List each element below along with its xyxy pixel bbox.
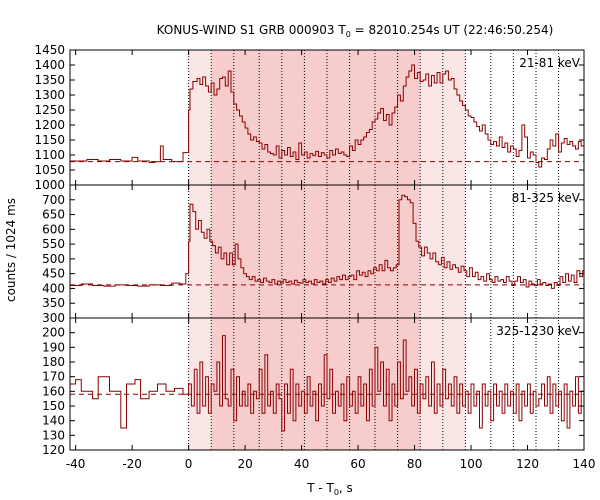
shaded-interval-1	[211, 50, 421, 450]
panel-2-y-tick-label-5: 170	[42, 370, 65, 384]
panel-0-y-tick-label-5: 1250	[34, 103, 65, 117]
x-tick-label-1: -20	[122, 457, 142, 471]
panel-2-light-curve	[70, 335, 584, 432]
panel-2-energy-label: 325-1230 keV	[496, 324, 580, 338]
panel-1-y-tick-label-3: 450	[42, 267, 65, 281]
panel-2-y-tick-label-0: 120	[42, 443, 65, 457]
chart-title-rest: = 82010.254s UT (22:46:50.254)	[351, 23, 554, 37]
x-axis-label-main: T - T	[306, 481, 334, 495]
x-tick-label-9: 140	[573, 457, 596, 471]
panel-2-y-tick-label-3: 150	[42, 399, 65, 413]
x-tick-label-0: -40	[66, 457, 86, 471]
panel-1-y-tick-label-4: 500	[42, 252, 65, 266]
panel-1-y-tick-label-2: 400	[42, 281, 65, 295]
panel-1-y-tick-label-0: 300	[42, 311, 65, 325]
panel-2-y-tick-label-7: 190	[42, 340, 65, 354]
chart-title-subscript: 0	[346, 30, 351, 39]
panel-1-light-curve	[70, 194, 584, 289]
x-tick-label-6: 80	[407, 457, 422, 471]
panel-1-y-tick-label-1: 350	[42, 296, 65, 310]
panel-0-y-tick-label-6: 1300	[34, 88, 65, 102]
panel-2-y-tick-label-1: 130	[42, 428, 65, 442]
chart-title: KONUS-WIND S1 GRB 000903 T0 = 82010.254s…	[157, 23, 554, 39]
panel-2-y-tick-label-2: 140	[42, 414, 65, 428]
panel-1-y-tick-label-8: 700	[42, 193, 65, 207]
panel-0-y-tick-label-7: 1350	[34, 73, 65, 87]
panel-2-frame	[69, 317, 585, 451]
panel-1-y-tick-label-5: 550	[42, 237, 65, 251]
x-axis-label: T - T0, s	[306, 481, 353, 497]
panel-2-y-tick-label-4: 160	[42, 384, 65, 398]
x-axis-label-subscript: 0	[334, 488, 339, 497]
plot-layer: 1000105011001150120012501300135014001450…	[34, 43, 595, 471]
x-tick-label-3: 20	[237, 457, 252, 471]
panel-0-light-curve	[70, 64, 584, 168]
panel-0-y-tick-label-3: 1150	[34, 133, 65, 147]
x-tick-label-8: 120	[516, 457, 539, 471]
x-tick-label-5: 60	[350, 457, 365, 471]
panel-0-y-tick-label-8: 1400	[34, 58, 65, 72]
panel-1-y-tick-label-6: 600	[42, 222, 65, 236]
y-axis-label: counts / 1024 ms	[4, 198, 18, 302]
x-tick-label-2: 0	[185, 457, 193, 471]
shaded-interval-0	[188, 50, 212, 450]
panel-2-y-tick-label-8: 200	[42, 326, 65, 340]
panel-2-y-tick-label-6: 180	[42, 355, 65, 369]
panel-0-energy-label: 21-81 keV	[519, 56, 581, 70]
panel-0-y-tick-label-0: 1000	[34, 178, 65, 192]
panel-0-y-tick-label-1: 1050	[34, 163, 65, 177]
panel-1-energy-label: 81-325 keV	[512, 191, 581, 205]
x-axis-label-rest: , s	[339, 481, 353, 495]
panel-0-y-tick-label-9: 1450	[34, 43, 65, 57]
chart-title-main: KONUS-WIND S1 GRB 000903 T	[157, 23, 347, 37]
x-tick-label-7: 100	[460, 457, 483, 471]
panel-0-y-tick-label-4: 1200	[34, 118, 65, 132]
panel-0-y-tick-label-2: 1100	[34, 148, 65, 162]
panel-1-y-tick-label-7: 650	[42, 208, 65, 222]
x-tick-label-4: 40	[294, 457, 309, 471]
